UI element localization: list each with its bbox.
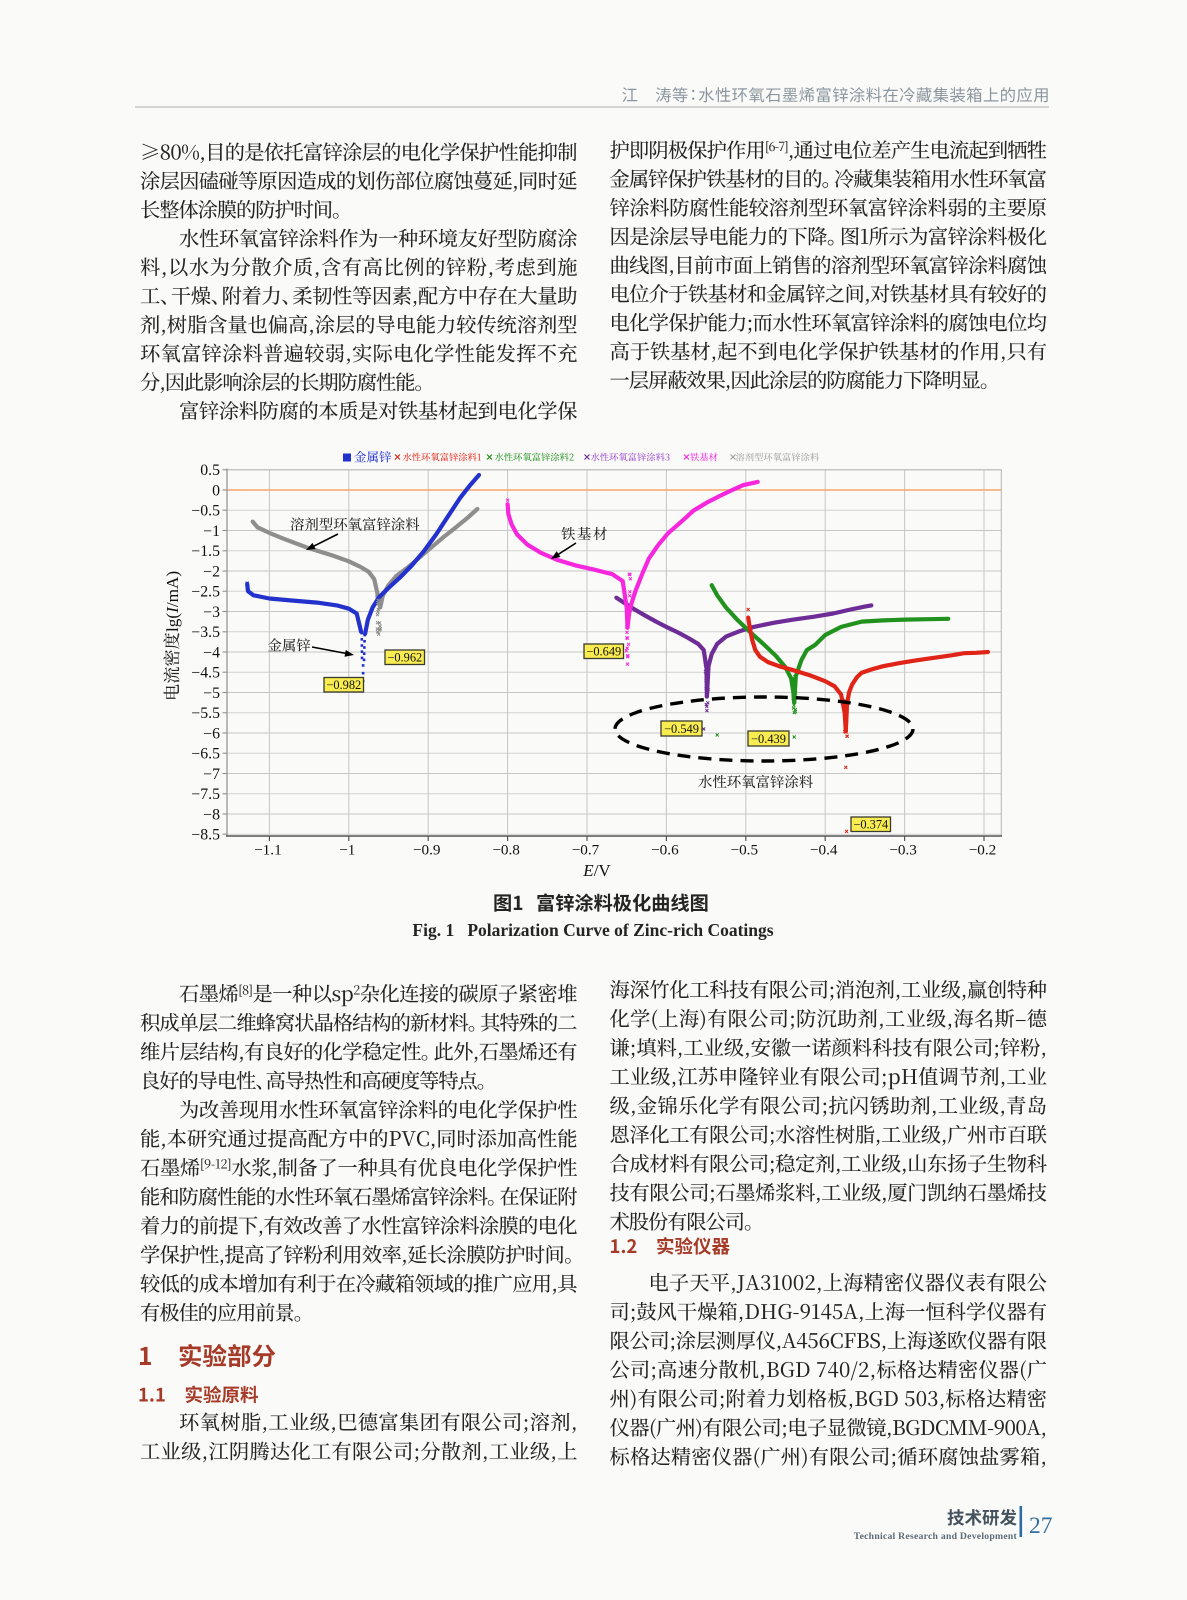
svg-text:−0.982: −0.982 bbox=[326, 678, 361, 692]
svg-text:−0.9: −0.9 bbox=[413, 842, 441, 859]
svg-text:−0.6: −0.6 bbox=[651, 842, 679, 859]
svg-text:−1.5: −1.5 bbox=[191, 543, 220, 560]
svg-text:−0.5: −0.5 bbox=[731, 842, 759, 859]
svg-text:E/V: E/V bbox=[582, 861, 611, 880]
svg-text:−0.649: −0.649 bbox=[586, 645, 621, 659]
svg-text:Technical Research and Develop: Technical Research and Development bbox=[854, 1531, 1018, 1542]
svg-text:−0.8: −0.8 bbox=[492, 842, 520, 859]
svg-text:−3: −3 bbox=[203, 604, 220, 621]
svg-text:−2.5: −2.5 bbox=[191, 584, 220, 601]
svg-text:27: 27 bbox=[1029, 1513, 1053, 1539]
svg-text:−4.5: −4.5 bbox=[191, 665, 220, 682]
svg-text:−0.7: −0.7 bbox=[572, 842, 600, 859]
svg-text:−0.374: −0.374 bbox=[853, 818, 888, 832]
svg-text:Fig. 1 Polarization Curve of: Fig. 1 Polarization Curve of Zinc-rich C… bbox=[412, 920, 773, 940]
svg-text:−8.5: −8.5 bbox=[191, 827, 220, 844]
svg-text:−0.4: −0.4 bbox=[810, 842, 838, 859]
svg-text:−3.5: −3.5 bbox=[191, 624, 220, 641]
svg-text:−0.5: −0.5 bbox=[191, 503, 220, 520]
svg-text:−4: −4 bbox=[203, 644, 220, 661]
svg-text:0: 0 bbox=[212, 482, 220, 499]
svg-text:−0.549: −0.549 bbox=[664, 722, 699, 736]
svg-text:−1: −1 bbox=[203, 523, 220, 540]
svg-text:−6.5: −6.5 bbox=[191, 746, 220, 763]
svg-text:−7: −7 bbox=[203, 766, 220, 783]
svg-text:−8: −8 bbox=[203, 806, 220, 823]
svg-text:0.5: 0.5 bbox=[200, 462, 220, 479]
svg-text:−1: −1 bbox=[339, 842, 355, 859]
svg-text:−0.439: −0.439 bbox=[751, 732, 786, 746]
svg-text:−0.2: −0.2 bbox=[969, 842, 997, 859]
svg-text:−7.5: −7.5 bbox=[191, 786, 220, 803]
svg-text:−1.1: −1.1 bbox=[254, 842, 282, 859]
svg-text:lg(I/mA): lg(I/mA) bbox=[163, 571, 182, 632]
svg-text:−0.3: −0.3 bbox=[889, 842, 917, 859]
svg-text:−5: −5 bbox=[203, 685, 220, 702]
svg-text:−2: −2 bbox=[203, 563, 220, 580]
svg-text:−6: −6 bbox=[203, 725, 220, 742]
svg-text:−0.962: −0.962 bbox=[387, 651, 422, 665]
svg-text:−5.5: −5.5 bbox=[191, 705, 220, 722]
